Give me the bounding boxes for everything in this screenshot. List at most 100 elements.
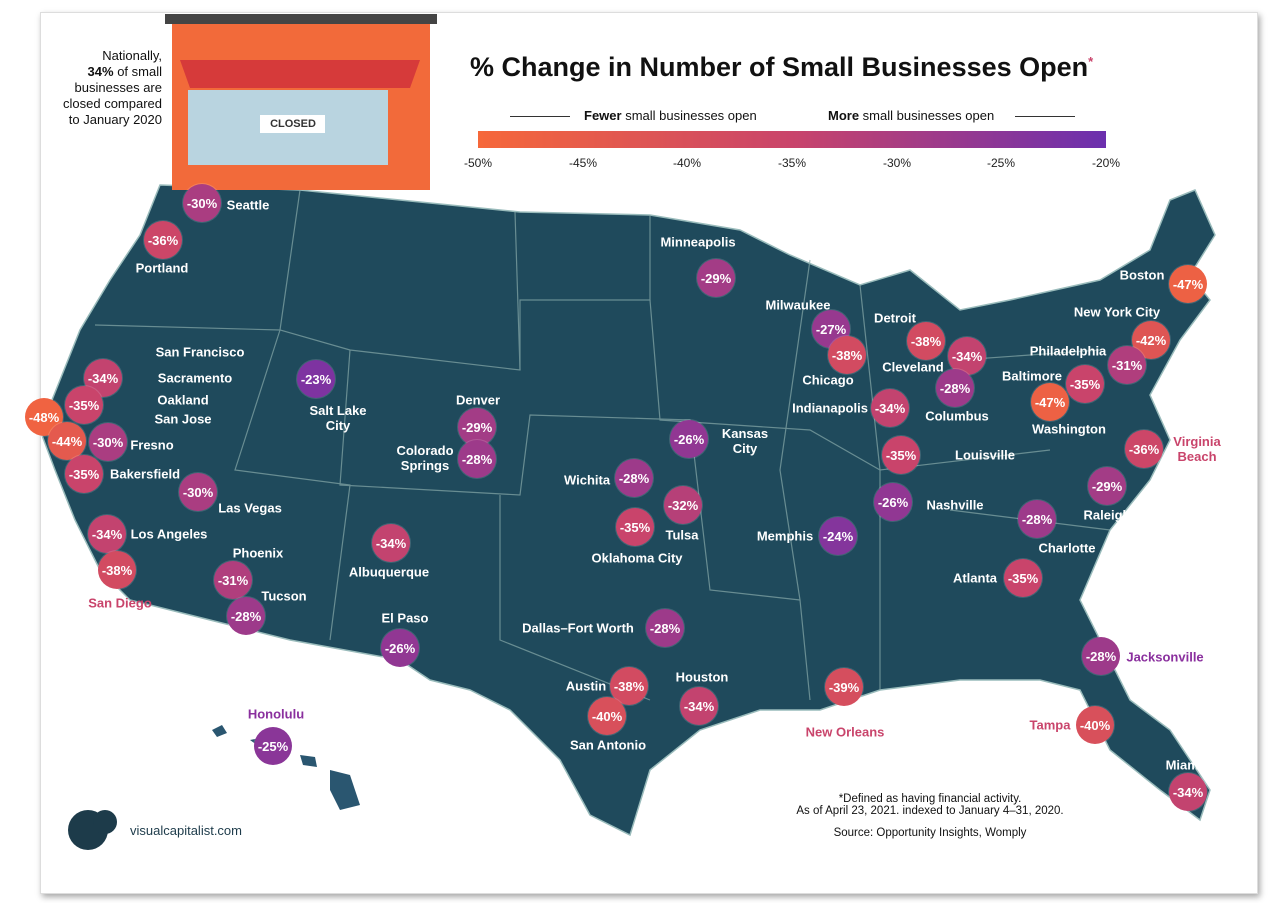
city-name-label: Atlanta [952, 570, 998, 586]
legend-tick: -35% [777, 156, 807, 170]
city-value-bubble: -38% [907, 322, 945, 360]
closed-sign: CLOSED [270, 118, 316, 130]
footnote: *Defined as having financial activity. As… [780, 793, 1080, 839]
storefront-illustration [165, 14, 437, 190]
city-value-bubble: -23% [297, 360, 335, 398]
note-line1: Nationally, [102, 48, 162, 63]
legend-tick: -30% [882, 156, 912, 170]
city-value-bubble: -34% [1169, 773, 1207, 811]
city-value-bubble: -31% [214, 561, 252, 599]
city-value-bubble: -29% [697, 259, 735, 297]
note-line2: of small businesses are closed compared … [63, 64, 162, 127]
hawaii-shape [212, 725, 360, 810]
city-value-bubble: -29% [1088, 467, 1126, 505]
city-value-bubble: -36% [144, 221, 182, 259]
city-value-bubble: -35% [65, 455, 103, 493]
city-name-label: Honolulu [247, 706, 305, 722]
city-name-label: Kansas City [721, 426, 769, 456]
city-name-label: Washington [1032, 421, 1106, 437]
city-name-label: Boston [1119, 267, 1165, 283]
legend-tick: -40% [672, 156, 702, 170]
city-name-label: New York City [1073, 304, 1161, 320]
city-value-bubble: -35% [1066, 365, 1104, 403]
city-name-label: Charlotte [1038, 540, 1096, 556]
city-name-label: Las Vegas [218, 500, 282, 516]
city-value-bubble: -38% [828, 336, 866, 374]
title-text: % Change in Number of Small Businesses O… [470, 52, 1089, 82]
city-name-label: Tucson [261, 588, 307, 604]
city-value-bubble: -29% [458, 408, 496, 446]
city-name-label: Dallas–Fort Worth [522, 620, 634, 636]
city-name-label: Detroit [874, 310, 916, 326]
city-value-bubble: -35% [65, 386, 103, 424]
city-name-label: San Jose [154, 411, 212, 427]
legend-tick: -45% [568, 156, 598, 170]
city-name-label: Minneapolis [660, 234, 736, 250]
city-name-label: Tampa [1029, 717, 1071, 733]
note-stat: 34% [87, 64, 114, 79]
city-value-bubble: -36% [1125, 430, 1163, 468]
city-name-label: Phoenix [232, 545, 284, 561]
city-name-label: Nashville [926, 497, 984, 513]
city-name-label: Los Angeles [130, 526, 208, 542]
source: Source: Opportunity Insights, Womply [833, 827, 1027, 839]
city-value-bubble: -35% [1004, 559, 1042, 597]
city-value-bubble: -28% [646, 609, 684, 647]
city-value-bubble: -44% [48, 422, 86, 460]
city-name-label: Oklahoma City [591, 550, 683, 566]
logo-icon [68, 810, 117, 850]
left-arrow-icon [510, 116, 570, 117]
city-value-bubble: -28% [1082, 637, 1120, 675]
legend-more-bold: More [828, 108, 860, 123]
city-value-bubble: -32% [664, 486, 702, 524]
legend-tick: -25% [986, 156, 1016, 170]
city-name-label: El Paso [381, 610, 429, 626]
city-value-bubble: -26% [670, 420, 708, 458]
city-name-label: Miami [1165, 757, 1203, 773]
city-name-label: Indianapolis [792, 400, 868, 416]
city-name-label: Houston [675, 669, 729, 685]
city-name-label: Sacramento [157, 370, 233, 386]
city-value-bubble: -40% [588, 697, 626, 735]
city-value-bubble: -34% [680, 687, 718, 725]
legend-fewer-bold: Fewer [584, 108, 622, 123]
page-title: % Change in Number of Small Businesses O… [470, 52, 1093, 83]
city-value-bubble: -34% [88, 515, 126, 553]
city-value-bubble: -34% [871, 389, 909, 427]
legend-tick: -20% [1091, 156, 1121, 170]
city-value-bubble: -35% [616, 508, 654, 546]
city-value-bubble: -28% [458, 440, 496, 478]
footnote-line2: As of April 23, 2021. indexed to January… [796, 805, 1064, 817]
legend-tick: -50% [463, 156, 493, 170]
city-value-bubble: -30% [179, 473, 217, 511]
legend-more: More small businesses open [828, 108, 994, 123]
city-value-bubble: -28% [615, 459, 653, 497]
legend-more-text: small businesses open [859, 108, 995, 123]
city-name-label: Memphis [756, 528, 814, 544]
city-name-label: Seattle [226, 197, 270, 213]
city-value-bubble: -38% [98, 551, 136, 589]
city-name-label: San Francisco [155, 344, 245, 360]
city-value-bubble: -24% [819, 517, 857, 555]
city-name-label: Tulsa [665, 527, 699, 543]
city-value-bubble: -28% [227, 597, 265, 635]
city-name-label: Louisville [955, 447, 1015, 463]
city-value-bubble: -34% [84, 359, 122, 397]
footnote-line1: *Defined as having financial activity. [838, 793, 1022, 805]
brand-link[interactable]: visualcapitalist.com [130, 823, 242, 838]
city-value-bubble: -31% [1108, 346, 1146, 384]
city-value-bubble: -42% [1132, 321, 1170, 359]
city-name-label: Baltimore [1002, 368, 1062, 384]
city-name-label: Oakland [157, 392, 209, 408]
city-value-bubble: -26% [381, 629, 419, 667]
city-name-label: Portland [135, 260, 189, 276]
city-value-bubble: -28% [936, 369, 974, 407]
city-value-bubble: -47% [1169, 265, 1207, 303]
city-name-label: Salt Lake City [309, 403, 367, 433]
city-value-bubble: -30% [183, 184, 221, 222]
city-value-bubble: -25% [254, 727, 292, 765]
city-name-label: Chicago [802, 372, 854, 388]
legend-fewer: Fewer small businesses open [584, 108, 757, 123]
city-value-bubble: -39% [825, 668, 863, 706]
city-name-label: Fresno [130, 437, 174, 453]
